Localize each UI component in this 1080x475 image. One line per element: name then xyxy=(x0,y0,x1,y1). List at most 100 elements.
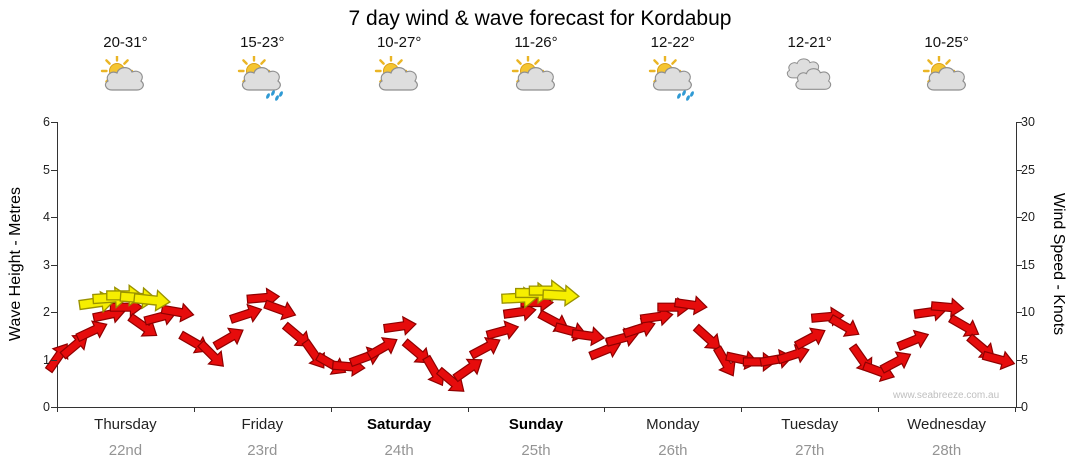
day-date: 22nd xyxy=(108,442,143,459)
day-boundary-tick xyxy=(1015,407,1016,412)
wind-arrow xyxy=(197,339,225,367)
wind-arrow xyxy=(571,326,606,347)
wind-arrow xyxy=(673,295,708,316)
wind-axis-tick xyxy=(1016,312,1022,313)
wave-axis-tick xyxy=(51,122,57,123)
day-name: Saturday xyxy=(367,416,432,433)
wind-arrow xyxy=(133,289,172,312)
weather-icon-svg xyxy=(922,54,966,91)
wind-arrow xyxy=(896,329,930,351)
weather-icon-svg xyxy=(511,54,555,91)
wind-axis-tick-label: 25 xyxy=(1021,162,1035,177)
wind-axis-tick-label: 5 xyxy=(1021,352,1028,367)
day-forecast-row: 20-31° 15-23° 10-27° 11-26° 12-22° 12-21° 10-2… xyxy=(57,34,1015,122)
day-name: Friday xyxy=(241,416,284,433)
temperature-range: 12-22° xyxy=(650,34,696,51)
wind-arrow xyxy=(692,323,721,350)
wind-arrow xyxy=(452,358,483,383)
weather-icon-svg xyxy=(648,54,694,101)
day-date: 24th xyxy=(384,442,414,459)
temperature-range: 12-21° xyxy=(787,34,832,51)
day-column-wednesday: 10-25° xyxy=(878,34,1015,122)
day-name: Tuesday xyxy=(781,416,839,433)
day-name: Sunday xyxy=(508,416,564,433)
day-name: Wednesday xyxy=(907,416,987,433)
wind-axis-tick-label: 30 xyxy=(1021,115,1035,129)
day-boundary-tick xyxy=(878,407,879,412)
day-name: Monday xyxy=(646,416,700,433)
wave-axis-tick-label: 5 xyxy=(43,162,50,177)
weather-icon-svg xyxy=(786,58,831,90)
day-name: Thursday xyxy=(94,416,157,433)
temperature-range: 15-23° xyxy=(240,34,285,51)
wave-axis-tick-label: 4 xyxy=(43,210,50,224)
wind-arrow xyxy=(930,297,965,318)
wave-axis-tick xyxy=(51,360,57,361)
wave-axis-tick-label: 1 xyxy=(43,352,50,367)
wind-arrow xyxy=(160,302,195,323)
wind-arrow xyxy=(281,321,311,347)
day-date: 26th xyxy=(658,442,688,459)
wind-axis-tick xyxy=(1016,407,1022,408)
wind-arrow xyxy=(542,284,581,308)
wind-axis-tick xyxy=(1016,217,1022,218)
weather-icon-sun-cloud xyxy=(371,54,427,102)
wave-axis-tick-label: 3 xyxy=(43,257,50,272)
day-boundary-tick xyxy=(57,407,58,412)
day-boundary-tick xyxy=(741,407,742,412)
day-column-thursday: 20-31° xyxy=(57,34,194,122)
wind-arrows-layer xyxy=(44,279,1016,392)
temperature-range: 10-27° xyxy=(376,34,422,51)
temperature-range: 20-31° xyxy=(103,34,148,51)
wind-arrow xyxy=(712,345,736,377)
wind-axis-tick-label: 15 xyxy=(1021,257,1035,272)
wave-axis-tick xyxy=(51,170,57,171)
wind-axis-tick-label: 0 xyxy=(1021,400,1028,414)
wind-arrow xyxy=(401,338,431,364)
wind-arrow xyxy=(485,320,520,340)
day-boundary-tick xyxy=(194,407,195,412)
day-boundary-tick xyxy=(468,407,469,412)
day-boundary-tick xyxy=(604,407,605,412)
day-column-saturday: 10-27° xyxy=(331,34,468,122)
wind-axis-tick xyxy=(1016,360,1022,361)
wind-arrow xyxy=(468,336,501,360)
wave-axis-tick-label: 0 xyxy=(43,400,50,414)
day-column-friday: 15-23° xyxy=(194,34,331,122)
wave-axis-tick xyxy=(51,265,57,266)
day-dates-row: 22nd 23rd 24th 25th 26th 27th 28th xyxy=(57,442,1015,459)
wave-axis-tick-label: 2 xyxy=(43,305,50,319)
wind-axis-tick-label: 20 xyxy=(1021,210,1035,224)
wind-arrow xyxy=(263,299,297,321)
weather-icon-sun-cloud xyxy=(919,54,975,102)
wind-arrow xyxy=(212,327,244,351)
wind-arrow xyxy=(879,351,912,374)
wave-axis-tick xyxy=(51,407,57,408)
day-boundary-tick xyxy=(331,407,332,412)
day-date: 28th xyxy=(931,442,962,459)
wave-axis-tick-label: 6 xyxy=(43,115,50,129)
day-column-tuesday: 12-21° xyxy=(741,34,878,122)
weather-icon-svg xyxy=(238,54,284,101)
page-title: 7 day wind & wave forecast for Kordabup xyxy=(348,7,732,30)
forecast-plot-area xyxy=(44,122,1017,408)
day-names-row: Thursday Friday Saturday Sunday Monday Tuesda… xyxy=(57,416,1015,433)
wind-arrow xyxy=(776,344,810,365)
weather-icon-sun-cloud-rain xyxy=(234,54,290,102)
wind-arrow xyxy=(793,327,826,350)
wind-arrow xyxy=(127,313,158,337)
temperature-range: 10-25° xyxy=(924,34,969,51)
wind-axis-tick xyxy=(1016,265,1022,266)
wind-arrow xyxy=(981,350,1016,371)
wind-arrow xyxy=(383,315,417,336)
weather-icon-sun-cloud-rain xyxy=(645,54,701,102)
wind-arrow xyxy=(828,314,860,337)
day-date: 27th xyxy=(795,442,825,459)
temperature-range: 11-26° xyxy=(514,34,558,51)
day-date: 23rd xyxy=(247,442,278,459)
wind-axis-tick xyxy=(1016,122,1022,123)
weather-icon-sun-cloud xyxy=(97,54,153,102)
day-date: 25th xyxy=(521,442,551,459)
wind-axis-tick-label: 10 xyxy=(1021,305,1035,319)
